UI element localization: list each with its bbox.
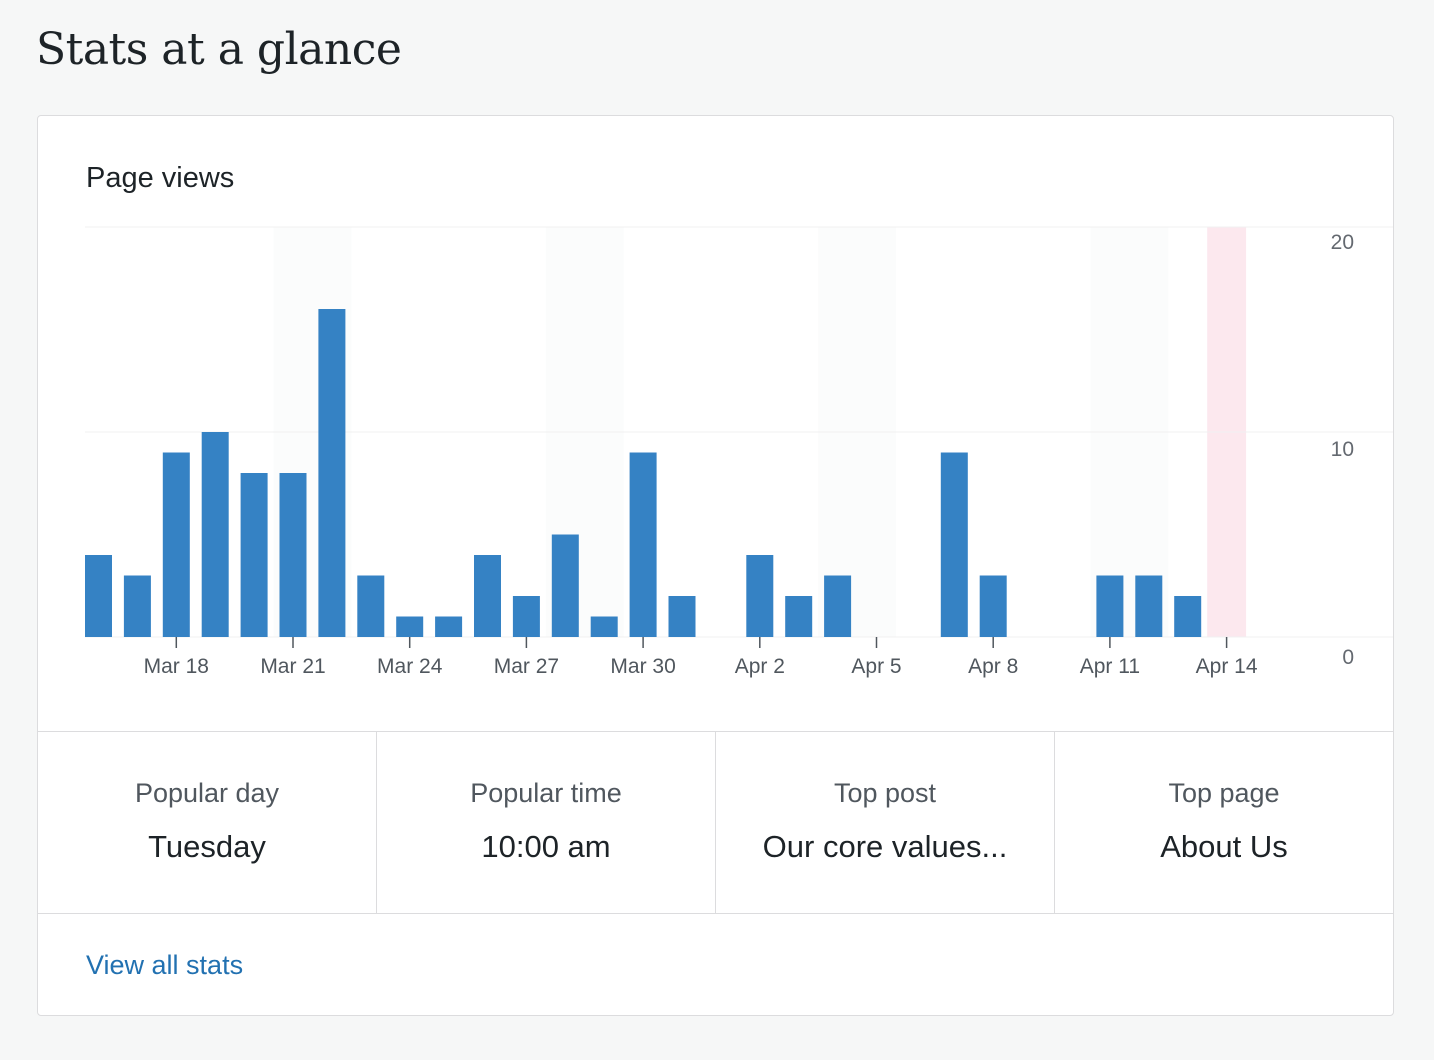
- x-tick-label: Mar 21: [260, 655, 325, 678]
- page-views-chart: 0 10 20 Mar 18 Mar 21 Mar 24 Mar 27 Mar 30 Apr 2…: [85, 226, 1393, 678]
- stat-value: Our core values...: [762, 829, 1008, 864]
- bar: [1096, 575, 1124, 637]
- bar: [201, 432, 229, 637]
- bar: [162, 452, 190, 637]
- x-tick-label: Mar 24: [377, 655, 443, 678]
- stat-value: About Us: [1160, 829, 1288, 864]
- bar: [746, 555, 774, 637]
- bar: [435, 616, 463, 637]
- bar: [668, 596, 696, 637]
- bar: [940, 452, 968, 637]
- x-tick-label: Mar 27: [494, 655, 559, 678]
- stat-value: 10:00 am: [481, 829, 611, 864]
- bar: [240, 473, 268, 637]
- stat-top-page: Top page About Us: [1055, 732, 1393, 913]
- bar: [279, 473, 307, 637]
- stat-label: Popular day: [134, 778, 280, 808]
- bar: [590, 616, 618, 637]
- card-title: Page views: [86, 162, 235, 194]
- y-tick-label: 10: [1331, 438, 1354, 461]
- page-title: Stats at a glance: [36, 24, 402, 75]
- bar: [357, 575, 385, 637]
- x-tick-label: Mar 30: [610, 655, 675, 678]
- stat-label: Top post: [833, 778, 937, 808]
- bar: [785, 596, 813, 637]
- bar: [551, 534, 579, 637]
- bar: [979, 575, 1007, 637]
- bar: [85, 555, 112, 637]
- stat-label: Top page: [1168, 778, 1280, 808]
- x-tick-label: Apr 8: [968, 655, 1018, 678]
- y-tick-label: 0: [1342, 646, 1354, 669]
- bar: [396, 616, 424, 637]
- view-all-stats-link[interactable]: View all stats: [86, 950, 244, 980]
- bar: [318, 309, 346, 637]
- stats-card: Page views 0 10 20 Mar 18 Mar 21 Mar 24 Mar 27…: [37, 115, 1394, 1016]
- bar: [1135, 575, 1163, 637]
- stat-popular-time: Popular time 10:00 am: [377, 732, 716, 913]
- y-tick-label: 20: [1331, 231, 1354, 254]
- stat-popular-day: Popular day Tuesday: [38, 732, 377, 913]
- x-tick-label: Apr 14: [1196, 655, 1258, 678]
- stat-label: Popular time: [470, 778, 622, 808]
- x-tick-label: Apr 5: [851, 655, 901, 678]
- x-tick-label: Apr 2: [735, 655, 785, 678]
- stats-summary: Popular day Tuesday Popular time 10:00 a…: [38, 731, 1393, 914]
- stat-value: Tuesday: [148, 829, 266, 864]
- stat-top-post: Top post Our core values...: [716, 732, 1055, 913]
- bar: [824, 575, 852, 637]
- bar: [629, 452, 657, 637]
- bar: [1174, 596, 1202, 637]
- x-tick-label: Apr 11: [1080, 655, 1140, 678]
- x-tick-label: Mar 18: [144, 655, 209, 678]
- bar: [123, 575, 151, 637]
- bar: [474, 555, 501, 637]
- bar: [512, 596, 540, 637]
